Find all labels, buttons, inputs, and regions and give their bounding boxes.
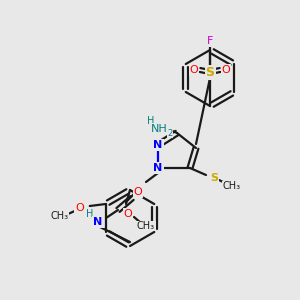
- Text: O: O: [75, 203, 84, 213]
- Text: CH₃: CH₃: [137, 221, 155, 231]
- Text: O: O: [134, 187, 142, 197]
- Text: CH₃: CH₃: [51, 211, 69, 221]
- Text: N: N: [153, 163, 163, 173]
- Text: O: O: [190, 65, 198, 75]
- Text: 2: 2: [167, 128, 172, 137]
- Text: H: H: [86, 209, 94, 219]
- Text: H: H: [147, 116, 155, 126]
- Text: S: S: [206, 65, 214, 79]
- Text: O: O: [222, 65, 230, 75]
- Text: N: N: [153, 140, 163, 150]
- Text: S: S: [210, 173, 218, 183]
- Text: O: O: [124, 209, 132, 219]
- Text: F: F: [207, 36, 213, 46]
- Text: CH₃: CH₃: [223, 181, 241, 191]
- Text: N: N: [93, 217, 103, 227]
- Text: NH: NH: [151, 124, 167, 134]
